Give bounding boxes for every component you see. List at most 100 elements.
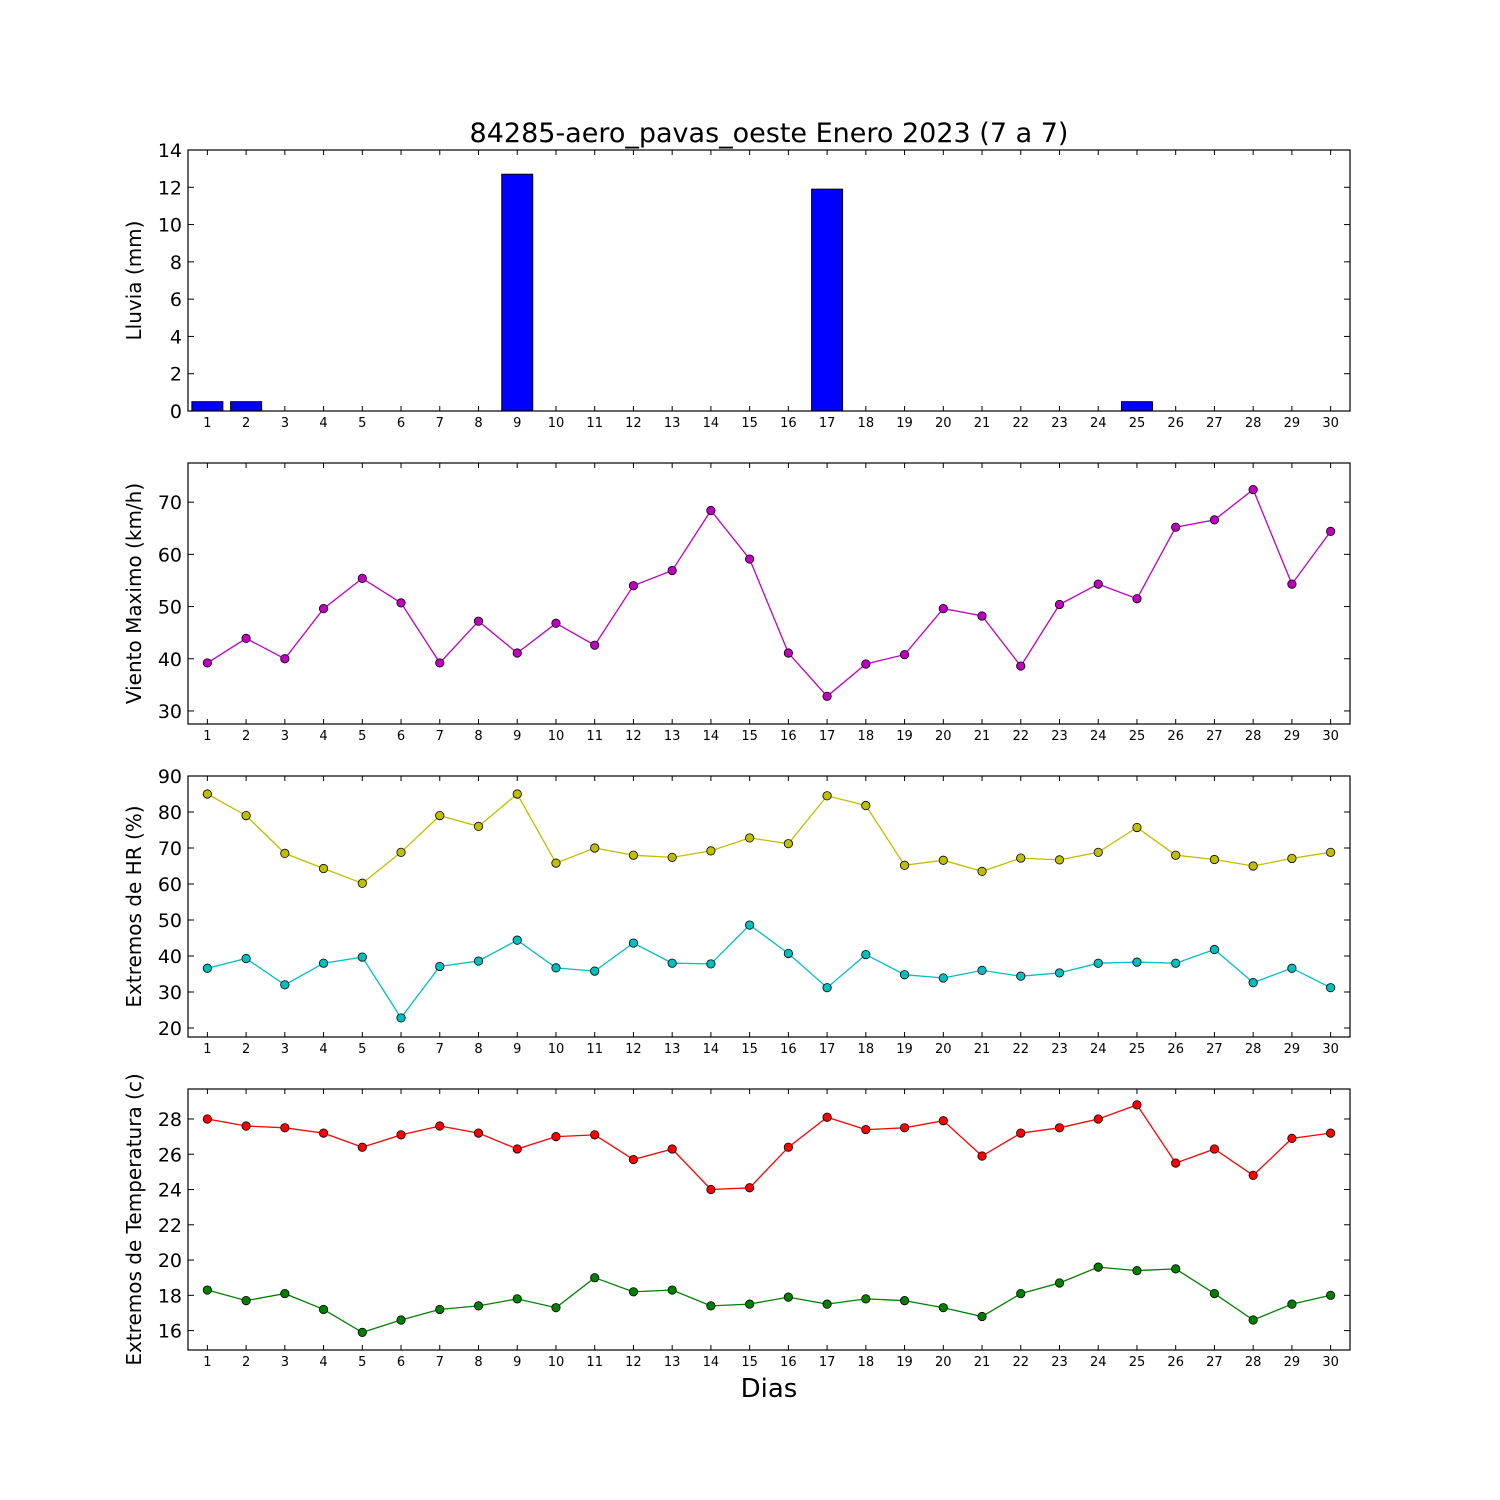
x-tick-label: 30 bbox=[1322, 729, 1339, 744]
x-tick-label: 23 bbox=[1051, 1042, 1068, 1057]
series-2-point-day-11 bbox=[590, 966, 600, 976]
series-2-point-day-3 bbox=[280, 980, 290, 990]
series-1-point-day-16 bbox=[783, 1142, 793, 1152]
series-1-point-day-8 bbox=[473, 1128, 484, 1138]
x-tick-label: 19 bbox=[896, 1042, 913, 1057]
x-tick-label: 29 bbox=[1284, 1355, 1301, 1370]
series-2-point-day-7 bbox=[435, 961, 445, 972]
x-tick-label: 17 bbox=[819, 1355, 836, 1370]
x-tick-label: 14 bbox=[703, 729, 720, 744]
x-tick-label: 29 bbox=[1284, 416, 1301, 431]
x-tick-label: 6 bbox=[397, 1355, 405, 1370]
x-tick-label: 15 bbox=[741, 416, 758, 431]
series-1-point-day-12 bbox=[628, 850, 639, 860]
x-tick-label: 16 bbox=[780, 1355, 797, 1370]
x-tick-label: 7 bbox=[436, 1042, 444, 1057]
x-tick-label: 17 bbox=[819, 416, 836, 431]
series-2-point-day-18 bbox=[861, 949, 871, 960]
x-tick-label: 16 bbox=[780, 416, 797, 431]
series-1-point-day-10 bbox=[551, 1132, 561, 1142]
series-1-point-day-5 bbox=[357, 1142, 367, 1152]
series-2-point-day-23 bbox=[1054, 968, 1065, 978]
y-tick-label: 40 bbox=[158, 649, 182, 671]
x-axis-label: Dias bbox=[741, 1374, 798, 1404]
series-1-point-day-7 bbox=[435, 1121, 445, 1131]
y-tick-label: 8 bbox=[170, 252, 182, 274]
x-tick-label: 13 bbox=[664, 416, 681, 431]
y-tick-label: 90 bbox=[158, 766, 182, 788]
series-1-point-day-17 bbox=[822, 791, 832, 801]
series-1-point-day-11 bbox=[590, 843, 600, 853]
x-tick-label: 26 bbox=[1167, 729, 1184, 744]
series-1-point-day-23 bbox=[1054, 855, 1065, 865]
x-tick-label: 7 bbox=[436, 416, 444, 431]
series-1-point-day-14 bbox=[706, 846, 716, 856]
x-tick-label: 27 bbox=[1206, 1355, 1223, 1370]
y-tick-label: 30 bbox=[158, 701, 182, 723]
x-tick-label: 3 bbox=[281, 1355, 289, 1370]
x-tick-label: 25 bbox=[1129, 1042, 1146, 1057]
series-1-point-day-8 bbox=[473, 616, 484, 626]
series-1-point-day-22 bbox=[1016, 661, 1026, 671]
series-2-point-day-16 bbox=[783, 1292, 793, 1302]
x-tick-label: 28 bbox=[1245, 1042, 1262, 1057]
series-1-point-day-13 bbox=[667, 852, 677, 862]
x-tick-label: 13 bbox=[664, 1042, 681, 1057]
series-1-point-day-26 bbox=[1171, 1158, 1181, 1168]
x-tick-label: 22 bbox=[1012, 729, 1029, 744]
series-1-point-day-20 bbox=[938, 855, 948, 865]
series-2-point-day-29 bbox=[1287, 963, 1297, 973]
series-2-point-day-13 bbox=[667, 958, 677, 968]
x-tick-label: 6 bbox=[397, 729, 405, 744]
y-tick-label: 4 bbox=[170, 326, 182, 348]
y-tick-label: 70 bbox=[158, 838, 182, 860]
y-tick-label: 26 bbox=[158, 1144, 182, 1166]
series-2-point-day-5 bbox=[357, 952, 367, 962]
x-tick-label: 27 bbox=[1206, 416, 1223, 431]
series-1-point-day-25 bbox=[1132, 1100, 1142, 1110]
y-tick-label: 50 bbox=[158, 597, 182, 619]
x-tick-label: 26 bbox=[1167, 416, 1184, 431]
plot-frame bbox=[187, 462, 1351, 725]
x-tick-label: 7 bbox=[436, 1355, 444, 1370]
series-1-point-day-3 bbox=[280, 1123, 290, 1133]
series-1-point-day-9 bbox=[512, 789, 522, 799]
series-1-point-day-29 bbox=[1287, 853, 1297, 864]
x-tick-label: 26 bbox=[1167, 1042, 1184, 1057]
series-1-point-day-15 bbox=[745, 554, 755, 564]
bar-day-17 bbox=[811, 188, 844, 412]
series-1-point-day-6 bbox=[396, 1130, 406, 1140]
x-tick-label: 14 bbox=[703, 1355, 720, 1370]
series-2-point-day-19 bbox=[899, 1296, 910, 1306]
x-tick-label: 19 bbox=[896, 729, 913, 744]
x-tick-label: 2 bbox=[242, 729, 250, 744]
y-tick-label: 40 bbox=[158, 946, 182, 968]
x-tick-label: 1 bbox=[203, 1355, 211, 1370]
x-tick-label: 6 bbox=[397, 1042, 405, 1057]
x-tick-label: 24 bbox=[1090, 1042, 1107, 1057]
x-tick-label: 24 bbox=[1090, 729, 1107, 744]
series-2-point-day-4 bbox=[318, 958, 329, 968]
series-1-point-day-5 bbox=[357, 878, 367, 888]
y-tick-label: 18 bbox=[158, 1285, 182, 1307]
series-2-point-day-19 bbox=[899, 970, 910, 980]
x-tick-label: 14 bbox=[703, 416, 720, 431]
series-1-point-day-21 bbox=[977, 1151, 987, 1161]
x-tick-label: 9 bbox=[513, 729, 521, 744]
x-tick-label: 18 bbox=[858, 1355, 875, 1370]
x-tick-label: 10 bbox=[548, 1042, 565, 1057]
x-tick-label: 5 bbox=[358, 729, 366, 744]
series-1-point-day-10 bbox=[551, 858, 561, 868]
figure-title: 84285-aero_pavas_oeste Enero 2023 (7 a 7… bbox=[470, 118, 1069, 149]
x-tick-label: 11 bbox=[586, 416, 603, 431]
y-tick-label: 20 bbox=[158, 1250, 182, 1272]
x-tick-label: 8 bbox=[474, 1042, 482, 1057]
series-2-line bbox=[207, 924, 1331, 1020]
series-1-line bbox=[207, 488, 1332, 698]
y-tick-label: 20 bbox=[158, 1018, 182, 1040]
x-tick-label: 3 bbox=[281, 416, 289, 431]
series-2-line bbox=[207, 1266, 1331, 1334]
x-tick-label: 4 bbox=[319, 1042, 327, 1057]
